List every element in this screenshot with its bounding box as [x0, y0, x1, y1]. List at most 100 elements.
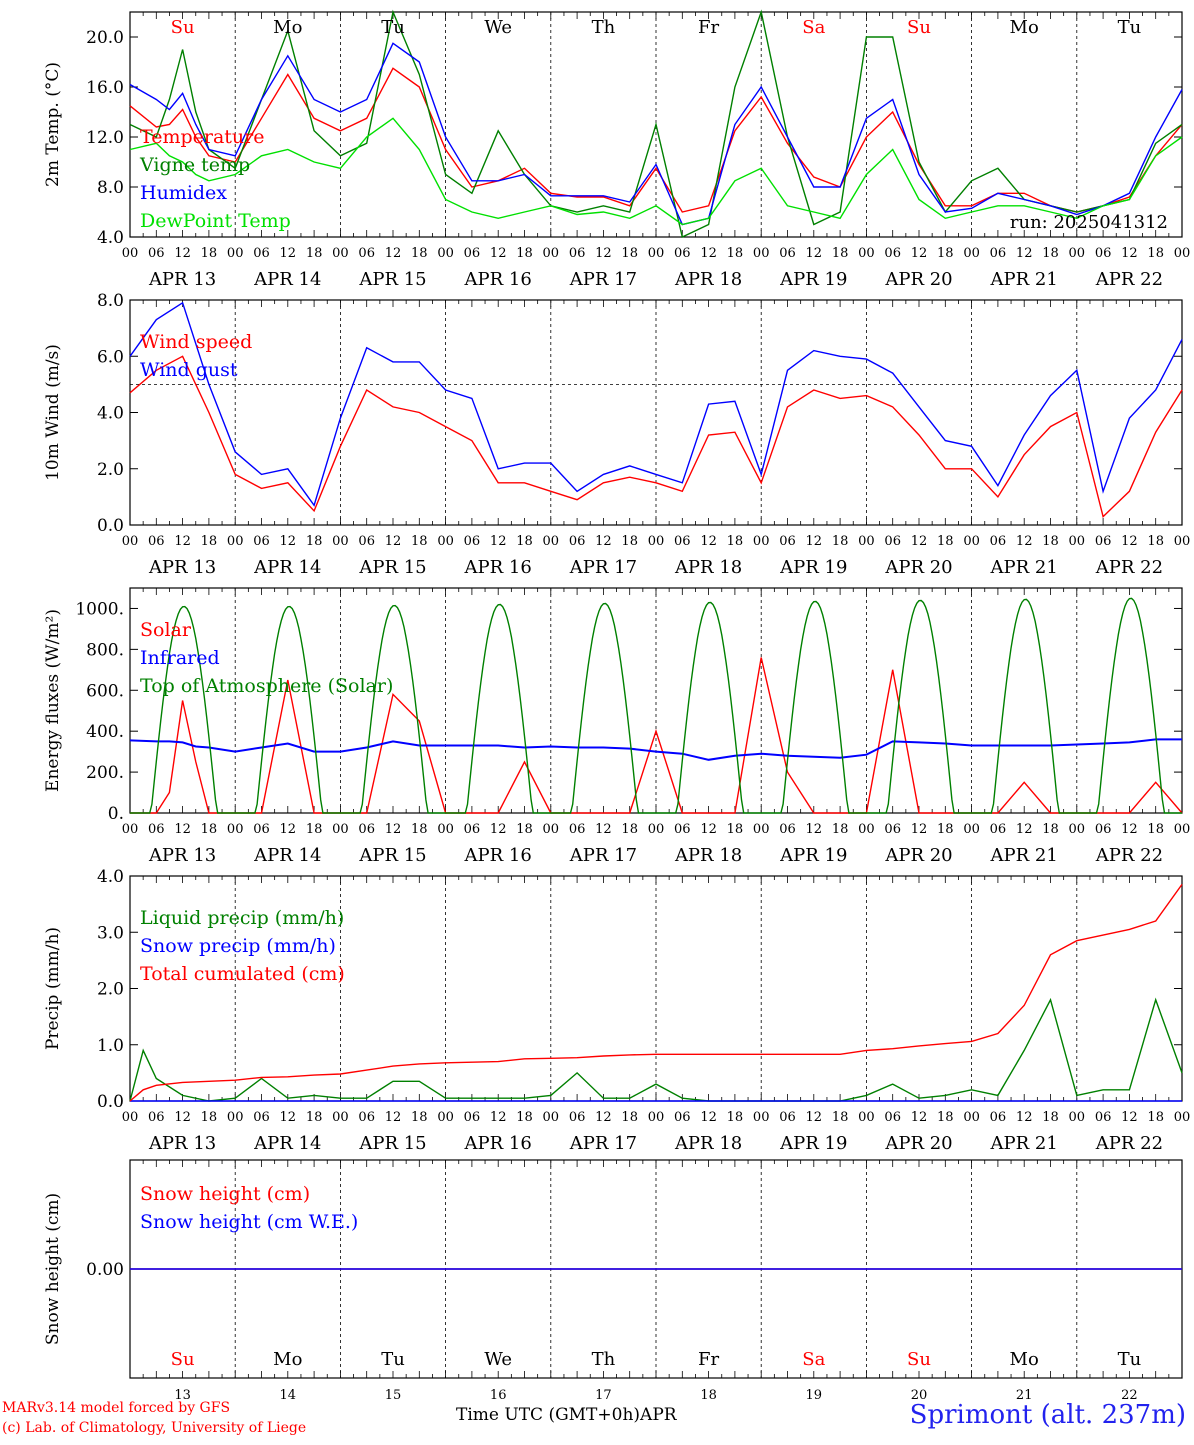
day-number-label: 18 [700, 1388, 717, 1403]
x-hour-label: 00 [753, 534, 770, 549]
y-tick-label: 2.0 [97, 980, 124, 1000]
x-hour-label: 06 [674, 1110, 691, 1125]
x-hour-label: 00 [122, 822, 139, 837]
day-number-label: 16 [490, 1388, 507, 1403]
x-date-label: APR 20 [884, 557, 952, 578]
x-hour-label: 18 [411, 1110, 428, 1125]
x-hour-label: 12 [595, 822, 612, 837]
x-date-label: APR 18 [674, 269, 742, 290]
x-hour-label: 06 [884, 246, 901, 261]
weekday-label: Mo [273, 1349, 302, 1370]
x-hour-label: 00 [648, 534, 665, 549]
x-hour-label: 18 [516, 534, 533, 549]
series-line [129, 738, 1182, 761]
x-hour-label: 00 [543, 246, 560, 261]
x-hour-label: 06 [990, 1110, 1007, 1125]
x-date-label: APR 16 [464, 269, 532, 290]
legend-entry: Snow height (cm) [140, 1183, 310, 1205]
x-hour-label: 06 [148, 1110, 165, 1125]
x-date-label: APR 13 [148, 557, 216, 578]
x-hour-label: 00 [437, 1110, 454, 1125]
x-hour-label: 12 [174, 1110, 191, 1125]
x-hour-label: 18 [727, 822, 744, 837]
x-date-label: APR 18 [674, 1133, 742, 1154]
x-date-label: APR 14 [253, 269, 321, 290]
x-hour-label: 00 [227, 246, 244, 261]
x-hour-label: 00 [753, 822, 770, 837]
x-date-label: APR 15 [358, 1133, 426, 1154]
day-number-label: 20 [911, 1388, 928, 1403]
x-hour-label: 06 [569, 1110, 586, 1125]
x-hour-label: 06 [884, 534, 901, 549]
y-tick-label: 16.0 [86, 78, 124, 98]
x-hour-label: 12 [1121, 246, 1138, 261]
x-hour-label: 00 [858, 1110, 875, 1125]
x-hour-label: 12 [385, 246, 402, 261]
y-axis-title: Snow height (cm) [43, 1193, 63, 1345]
x-hour-label: 00 [1174, 1110, 1191, 1125]
y-axis-title: Energy fluxes (W/m²) [43, 609, 63, 792]
x-hour-label: 00 [227, 822, 244, 837]
x-hour-label: 18 [832, 822, 849, 837]
weekday-label: Mo [1010, 17, 1039, 38]
x-hour-label: 06 [884, 1110, 901, 1125]
x-hour-label: 06 [569, 822, 586, 837]
x-hour-label: 12 [806, 246, 823, 261]
x-hour-label: 18 [306, 822, 323, 837]
day-number-label: 17 [595, 1388, 612, 1403]
x-hour-label: 00 [648, 822, 665, 837]
x-hour-label: 12 [595, 246, 612, 261]
x-hour-label: 06 [148, 822, 165, 837]
x-date-label: APR 17 [569, 845, 637, 866]
x-hour-label: 12 [280, 822, 297, 837]
x-hour-label: 00 [963, 822, 980, 837]
x-hour-label: 06 [358, 246, 375, 261]
x-hour-label: 06 [990, 822, 1007, 837]
x-hour-label: 06 [779, 534, 796, 549]
x-date-label: APR 22 [1095, 557, 1163, 578]
x-hour-label: 12 [595, 1110, 612, 1125]
x-hour-label: 12 [385, 822, 402, 837]
x-hour-label: 18 [516, 822, 533, 837]
x-hour-label: 18 [1147, 534, 1164, 549]
day-number-label: 15 [385, 1388, 402, 1403]
legend-entry: Total cumulated (cm) [140, 963, 345, 985]
y-tick-label: 0.00 [86, 1260, 124, 1280]
x-hour-label: 12 [280, 246, 297, 261]
x-hour-label: 18 [201, 534, 218, 549]
x-hour-label: 00 [332, 534, 349, 549]
x-hour-label: 12 [700, 246, 717, 261]
x-hour-label: 00 [753, 1110, 770, 1125]
y-tick-label: 200. [86, 763, 124, 783]
x-hour-label: 18 [516, 1110, 533, 1125]
x-date-label: APR 22 [1095, 845, 1163, 866]
weekday-label: Su [171, 1349, 195, 1370]
x-hour-label: 00 [543, 822, 560, 837]
day-number-label: 14 [280, 1388, 297, 1403]
x-hour-label: 18 [621, 246, 638, 261]
x-date-label: APR 19 [779, 845, 847, 866]
x-hour-label: 00 [963, 1110, 980, 1125]
y-tick-label: 800. [86, 640, 124, 660]
x-hour-label: 00 [437, 534, 454, 549]
x-hour-label: 12 [1121, 1110, 1138, 1125]
y-tick-label: 6.0 [97, 347, 124, 367]
x-hour-label: 06 [1095, 1110, 1112, 1125]
x-hour-label: 18 [621, 1110, 638, 1125]
series-line [129, 997, 1183, 1102]
x-hour-label: 06 [253, 246, 270, 261]
weekday-label: Tu [1118, 17, 1142, 38]
panel-frame [129, 587, 1183, 814]
x-hour-label: 18 [832, 1110, 849, 1125]
x-hour-label: 06 [358, 822, 375, 837]
x-hour-label: 18 [306, 246, 323, 261]
x-date-label: APR 17 [569, 1133, 637, 1154]
weekday-label: Fr [698, 1349, 719, 1370]
x-hour-label: 00 [437, 246, 454, 261]
x-hour-label: 06 [358, 534, 375, 549]
weekday-label: Th [592, 17, 616, 38]
x-hour-label: 06 [464, 246, 481, 261]
x-hour-label: 18 [727, 1110, 744, 1125]
y-axis-title: 2m Temp. (°C) [43, 62, 63, 187]
